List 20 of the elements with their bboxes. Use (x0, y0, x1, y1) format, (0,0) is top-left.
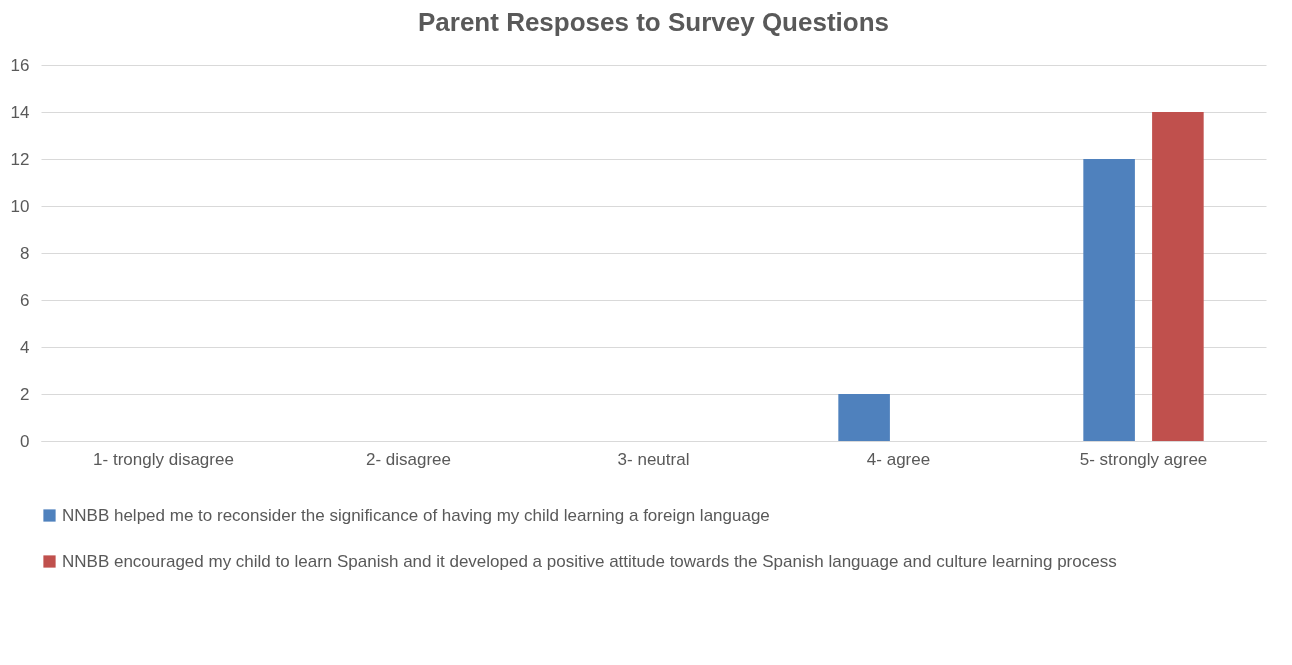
bar (1083, 159, 1135, 441)
y-tick-label: 6 (20, 290, 30, 310)
x-tick-label: 5- strongly agree (1079, 449, 1208, 469)
bar (1152, 112, 1204, 441)
y-tick-label: 4 (20, 337, 30, 357)
legend-label: NNBB helped me to reconsider the significance of having my child learning a foreign language (62, 505, 770, 525)
x-tick-label: 1- trongly disagree (93, 449, 234, 469)
y-tick-label: 8 (20, 243, 30, 263)
y-tick-label: 10 (10, 196, 30, 216)
y-tick-label: 0 (20, 431, 30, 451)
y-tick-label: 2 (20, 384, 30, 404)
y-tick-label: 16 (10, 55, 30, 75)
bar (838, 394, 890, 441)
y-tick-label: 14 (10, 102, 30, 122)
chart-title: Parent Resposes to Survey Questions (417, 7, 890, 37)
x-tick-label: 2- disagree (365, 449, 452, 469)
x-tick-label: 4- agree (866, 449, 931, 469)
x-tick-label: 3- neutral (617, 449, 690, 469)
legend-label: NNBB encouraged my child to learn Spanish and it developed a positive attitude towards the Spanish language and culture learning process (62, 551, 1117, 571)
y-tick-label: 12 (10, 149, 30, 169)
